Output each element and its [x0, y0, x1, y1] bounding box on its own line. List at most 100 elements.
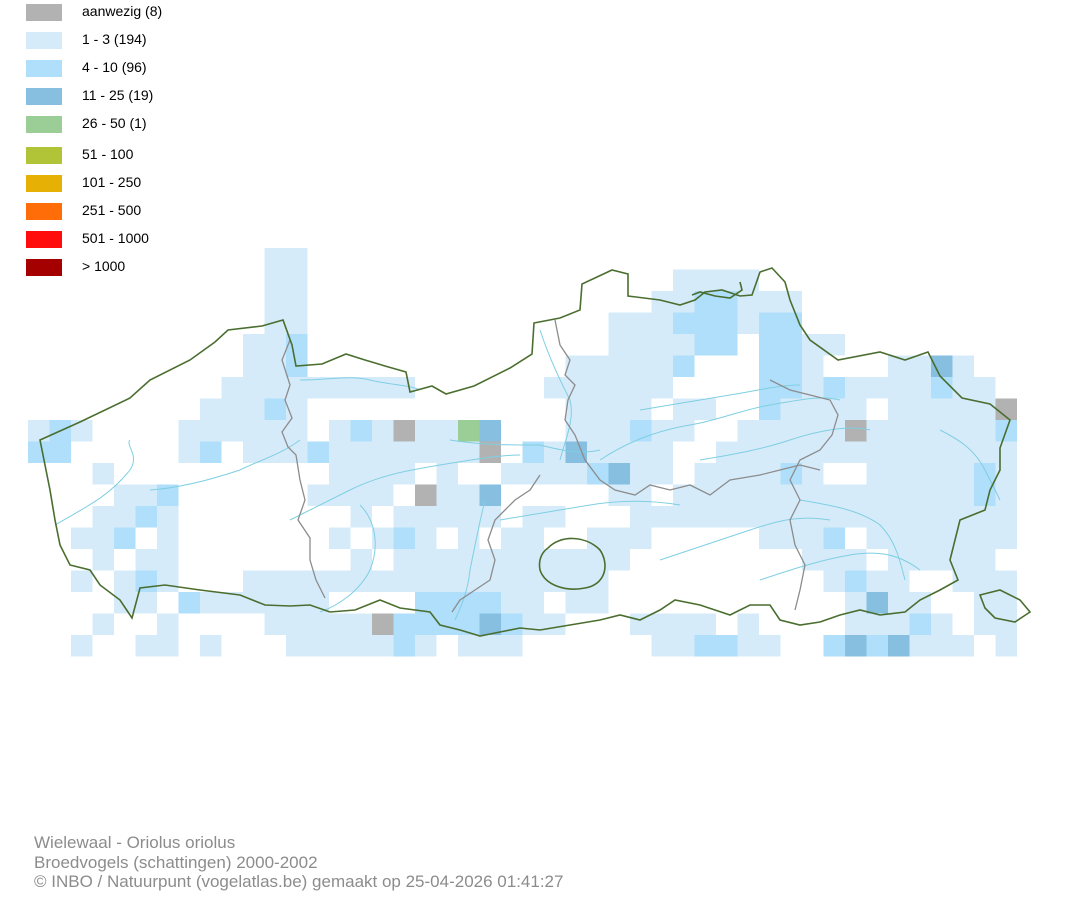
legend-item: 11 - 25 (19) — [26, 86, 326, 106]
grid-cell — [544, 463, 566, 485]
grid-cell — [673, 355, 695, 377]
grid-cell — [200, 441, 222, 463]
legend-label: 26 - 50 (1) — [82, 115, 147, 131]
grid-cell — [909, 398, 931, 420]
grid-cell — [587, 420, 609, 442]
grid-cell — [479, 613, 501, 635]
grid-cell — [393, 635, 415, 657]
grid-cell — [200, 420, 222, 442]
grid-cell — [651, 334, 673, 356]
grid-cell — [780, 398, 802, 420]
grid-cell — [651, 291, 673, 313]
grid-cell — [350, 635, 372, 657]
grid-cell — [737, 484, 759, 506]
legend-item: 101 - 250 — [26, 173, 326, 193]
grid-cell — [630, 484, 652, 506]
grid-cell — [329, 635, 351, 657]
grid-cell — [952, 506, 974, 528]
grid-cell — [974, 592, 996, 614]
grid-cell — [909, 549, 931, 571]
grid-cell — [587, 441, 609, 463]
grid-cell — [823, 549, 845, 571]
grid-cell — [630, 506, 652, 528]
grid-cell — [931, 506, 953, 528]
grid-cell — [608, 441, 630, 463]
grid-cell — [221, 420, 243, 442]
map-caption: Wielewaal - Oriolus oriolus Broedvogels … — [34, 833, 563, 892]
legend-item: > 1000 — [26, 257, 326, 277]
legend-label: 4 - 10 (96) — [82, 59, 147, 75]
grid-cell — [587, 463, 609, 485]
dataset-subtitle: Broedvogels (schattingen) 2000-2002 — [34, 852, 318, 872]
grid-cell — [393, 549, 415, 571]
grid-cell — [974, 549, 996, 571]
grid-cell — [931, 527, 953, 549]
grid-cell — [264, 269, 286, 291]
grid-cell — [436, 420, 458, 442]
grid-cell — [759, 527, 781, 549]
grid-cell — [952, 570, 974, 592]
grid-cell — [372, 484, 394, 506]
grid-cell — [931, 463, 953, 485]
province-borders — [281, 319, 839, 613]
grid-cell — [264, 570, 286, 592]
grid-cell — [92, 506, 114, 528]
grid-cell — [436, 613, 458, 635]
legend-swatch — [26, 4, 62, 21]
river — [319, 504, 376, 613]
grid-cell — [651, 463, 673, 485]
grid-cell — [157, 549, 179, 571]
grid-cell — [694, 613, 716, 635]
grid-cell — [114, 592, 136, 614]
grid-cell — [802, 506, 824, 528]
grid-cell — [866, 463, 888, 485]
grid-cell — [845, 506, 867, 528]
grid-cell — [200, 635, 222, 657]
grid-cell — [866, 441, 888, 463]
river — [149, 439, 301, 491]
grid-cell — [221, 398, 243, 420]
grid-cell — [479, 549, 501, 571]
river — [449, 439, 601, 453]
grid-cell — [888, 377, 910, 399]
grid-cell — [114, 484, 136, 506]
grid-cell — [888, 463, 910, 485]
grid-cell — [329, 441, 351, 463]
grid-cell — [415, 506, 437, 528]
grid-cell — [350, 484, 372, 506]
grid-cell — [329, 377, 351, 399]
grid-cell — [49, 441, 71, 463]
grid-cell — [71, 635, 93, 657]
grid-cell — [92, 549, 114, 571]
grid-cell — [952, 484, 974, 506]
grid-cell — [587, 377, 609, 399]
grid-cell — [135, 506, 157, 528]
grid-cell — [458, 592, 480, 614]
grid-cell — [823, 484, 845, 506]
grid-cell — [372, 420, 394, 442]
grid-cell — [866, 506, 888, 528]
grid-cell — [931, 355, 953, 377]
grid-cell — [264, 248, 286, 270]
grid-cell — [931, 613, 953, 635]
grid-cell — [759, 635, 781, 657]
grid-cell — [286, 291, 308, 313]
grid-cell — [673, 334, 695, 356]
grid-cell — [221, 592, 243, 614]
legend-label: 51 - 100 — [82, 146, 134, 162]
grid-cell — [522, 441, 544, 463]
grid-cell — [974, 570, 996, 592]
grid-cell — [458, 635, 480, 657]
grid-cell — [565, 463, 587, 485]
legend-label: aanwezig (8) — [82, 3, 163, 19]
grid-cell — [909, 377, 931, 399]
grid-cell — [286, 441, 308, 463]
grid-cell — [845, 570, 867, 592]
grid-cell — [716, 484, 738, 506]
grid-cell — [264, 291, 286, 313]
river — [799, 499, 906, 581]
grid-cell — [888, 613, 910, 635]
grid-cell — [307, 613, 329, 635]
grid-cell — [350, 570, 372, 592]
grid-cell — [737, 269, 759, 291]
